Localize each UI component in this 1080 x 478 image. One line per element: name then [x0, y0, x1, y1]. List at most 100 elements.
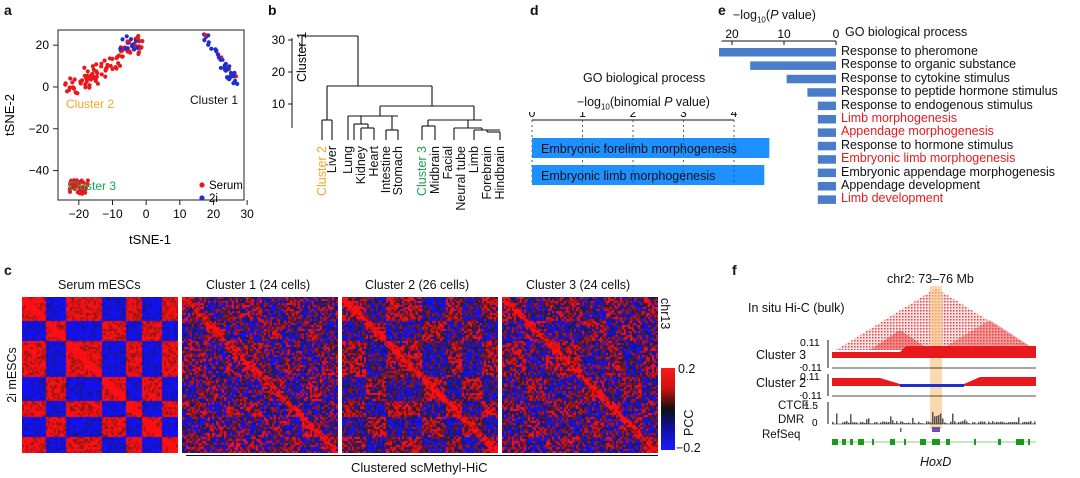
ctcf-peak — [1002, 421, 1004, 424]
go-d-bar — [532, 165, 765, 185]
go-d-bars: Embryonic forelimb morphogenesis Embryoni… — [532, 138, 770, 185]
go-e-tick: 20 — [725, 27, 739, 41]
go-e-bar — [807, 88, 836, 97]
track-region: chr2: 73–76 Mb — [887, 272, 974, 286]
ctcf-peak — [954, 421, 956, 424]
tsne-point — [135, 36, 140, 41]
track-refseq-label: RefSeq — [762, 429, 801, 441]
go-e-axis: 20 10 0 — [721, 27, 840, 45]
go-e-bar — [817, 195, 836, 204]
tsne-point — [223, 61, 228, 66]
ctcf-peak — [932, 411, 934, 424]
c2-signal-right — [964, 377, 1036, 386]
tsne-point — [83, 85, 88, 90]
ctcf-peak — [960, 421, 962, 424]
go-d-tick: 1 — [579, 112, 586, 120]
ctcf-peaks — [832, 411, 1036, 425]
c3-ymin: −0.11 — [800, 362, 822, 374]
ctcf-peak — [964, 419, 966, 424]
ctcf-peak — [846, 421, 848, 424]
tsne-point — [90, 64, 95, 69]
dendro-leaf-label: Neural tube — [454, 146, 468, 211]
legend-2i-label: 2i — [209, 193, 218, 205]
ctcf-peak — [1026, 421, 1028, 424]
tsne-ytick: 0 — [42, 80, 49, 94]
tsne-point — [74, 178, 79, 183]
ctcf-peak — [1010, 422, 1012, 424]
tsne-point — [103, 74, 108, 79]
tsne-point — [63, 81, 68, 86]
tsne-point — [75, 91, 80, 96]
tsne-point — [70, 80, 75, 85]
ctcf-peak — [934, 416, 936, 424]
ctcf-peak — [968, 423, 970, 424]
ctcf-peak — [990, 422, 992, 424]
ctcf-peak — [984, 421, 986, 424]
tsne-point — [83, 187, 88, 192]
dendro-y-axis: 30 20 10 — [272, 33, 293, 128]
tsne-point — [108, 63, 113, 69]
go-e-title: GO biological process — [845, 25, 968, 39]
ctcf-peak — [1034, 421, 1036, 424]
go-e-term: Response to cytokine stimulus — [841, 70, 1010, 85]
tsne-point — [209, 46, 214, 51]
ctcf-peak — [956, 423, 958, 424]
tsne-point — [105, 62, 110, 68]
ctcf-peak — [886, 421, 888, 424]
tsne-cluster1-label: Cluster 1 — [190, 93, 238, 107]
ctcf-peak — [894, 423, 896, 424]
dendro-cluster1-label: Cluster 1 — [295, 32, 309, 82]
ctcf-peak — [940, 413, 942, 424]
ctcf-peak — [852, 422, 854, 424]
ctcf-peak — [938, 414, 940, 424]
ctcf-peak — [982, 421, 984, 424]
dendro-ytick: 20 — [272, 65, 286, 79]
tsne-point — [124, 34, 129, 39]
go-d-bar-label: Embryonic forelimb morphogenesis — [541, 142, 737, 156]
dendro-leaf-label: Limb — [467, 146, 481, 173]
tsne-point — [94, 74, 99, 79]
ctcf-peak — [1022, 422, 1024, 424]
ctcf-peak — [1016, 422, 1018, 424]
dendro-leaf-label: Lung — [341, 146, 355, 174]
go-e-bar — [817, 168, 836, 178]
track-dmr-label: DMR — [778, 414, 805, 426]
tsne-xtick: 0 — [143, 207, 150, 221]
ctcf-peak — [946, 423, 948, 424]
clustered-label: Clustered scMethyl-HiC — [351, 460, 488, 475]
dendro-leaf-label: Cluster 2 — [315, 146, 329, 196]
dendro-leaf-label: Stomach — [391, 146, 405, 195]
tsne-point — [128, 37, 134, 42]
heatmap-cluster2 — [342, 297, 498, 453]
ctcf-peak — [874, 422, 876, 424]
ctcf-peak — [856, 422, 858, 424]
ctcf-peak — [888, 422, 890, 424]
heatmap-c3-title: Cluster 3 (24 cells) — [526, 278, 631, 292]
ctcf-peak — [966, 421, 968, 424]
ctcf-peak — [832, 421, 834, 424]
panel-label-d: d — [530, 2, 539, 18]
ctcf-peak — [912, 417, 914, 424]
tsne-point — [95, 81, 100, 86]
ctcf-peak — [998, 422, 1000, 424]
heatmap-c1-title: Cluster 1 (24 cells) — [206, 278, 311, 292]
track-ctcf-label: CTCF — [778, 400, 809, 412]
ctcf-peak — [980, 421, 982, 424]
ctcf-peak — [890, 416, 892, 424]
tsne-point — [67, 182, 73, 187]
tsne-xtick: 20 — [207, 207, 221, 221]
go-e-term: Response to endogenous stimulus — [841, 97, 1033, 112]
ctcf-peak — [942, 418, 944, 424]
ctcf-peak — [1024, 421, 1026, 424]
go-d-axis-label: −log10(binomial P value) — [577, 95, 710, 112]
go-e-bar — [719, 48, 836, 57]
legend-serum-dot — [199, 182, 205, 188]
tsne-xtick: 30 — [240, 207, 254, 221]
tsne-point — [227, 64, 232, 69]
ctcf-peak — [978, 422, 980, 424]
ctcf-peak — [988, 421, 990, 424]
ctcf-peak — [854, 422, 856, 424]
